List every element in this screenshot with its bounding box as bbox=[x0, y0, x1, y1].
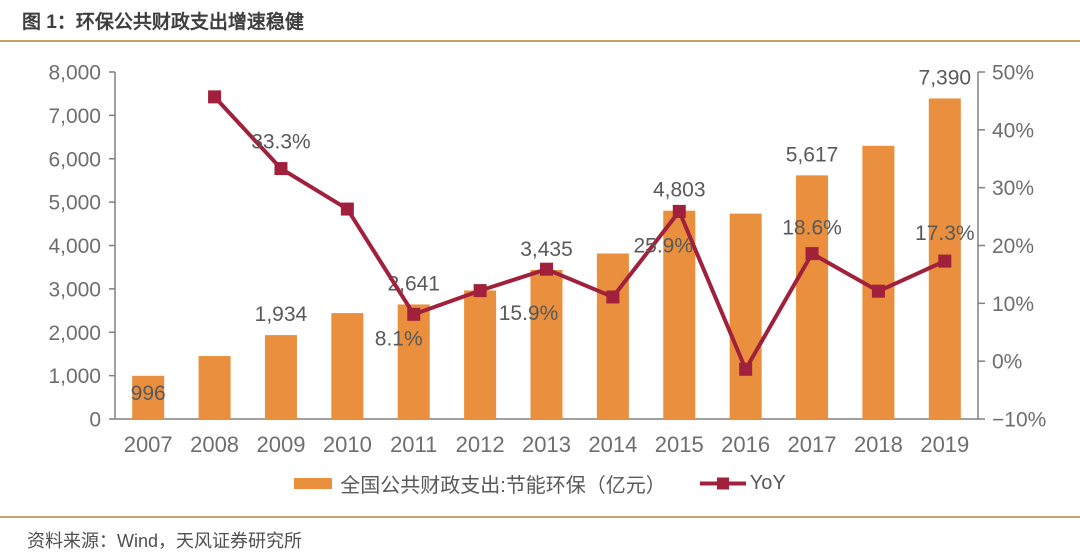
bar-value-label: 1,934 bbox=[255, 303, 308, 326]
yoy-line bbox=[213, 95, 946, 374]
left-axis-tick-label: 4,000 bbox=[48, 235, 101, 258]
bar-2010 bbox=[331, 313, 364, 419]
left-axis-tick-label: 5,000 bbox=[48, 192, 101, 215]
yoy-point-marker bbox=[473, 284, 487, 298]
bar-2018 bbox=[862, 145, 895, 419]
left-axis-tick-label: 0 bbox=[89, 409, 101, 432]
left-axis-tick-label: 8,000 bbox=[48, 62, 101, 85]
x-axis-year-label: 2010 bbox=[323, 432, 372, 457]
yoy-value-label: 25.9% bbox=[633, 234, 693, 257]
bar-2007 bbox=[132, 375, 165, 419]
bar-value-label: 4,803 bbox=[653, 179, 706, 202]
yoy-point-marker bbox=[274, 162, 288, 176]
yoy-value-label: 18.6% bbox=[782, 217, 842, 240]
yoy-point-marker bbox=[208, 90, 222, 104]
legend-bar-label: 全国公共财政支出:节能环保（亿元） bbox=[340, 474, 666, 497]
bar-2016 bbox=[729, 213, 762, 419]
figure-title: 图 1：环保公共财政支出增速稳健 bbox=[22, 12, 304, 33]
x-axis-year-label: 2011 bbox=[390, 432, 437, 457]
yoy-point-marker bbox=[938, 254, 952, 268]
footer-divider-rule bbox=[0, 516, 1080, 518]
x-axis-year-label: 2015 bbox=[655, 432, 704, 457]
left-axis-tick-label: 2,000 bbox=[48, 322, 101, 345]
yoy-value-label: 33.3% bbox=[251, 131, 311, 154]
x-axis-year-label: 2007 bbox=[124, 432, 173, 457]
right-axis-tick-label: 40% bbox=[992, 119, 1034, 142]
bar-value-label: 5,617 bbox=[786, 143, 839, 166]
x-axis-year-label: 2016 bbox=[721, 432, 770, 457]
chart-legend: 全国公共财政支出:节能环保（亿元） YoY bbox=[0, 469, 1080, 498]
right-axis-tick-label: 50% bbox=[992, 62, 1034, 85]
bar-value-label: 3,435 bbox=[520, 238, 573, 261]
source-attribution: 资料来源：Wind，天风证券研究所 bbox=[27, 531, 303, 551]
yoy-value-label: 15.9% bbox=[499, 302, 559, 325]
yoy-point-marker bbox=[672, 204, 686, 218]
yoy-value-label: 8.1% bbox=[375, 327, 423, 350]
bar-series-swatch-icon bbox=[294, 477, 333, 489]
bar-2014 bbox=[596, 253, 629, 419]
x-axis-year-label: 2018 bbox=[854, 432, 903, 457]
x-axis-year-label: 2014 bbox=[588, 432, 637, 457]
right-axis-tick-label: 30% bbox=[992, 177, 1034, 200]
x-axis-year-label: 2009 bbox=[256, 432, 305, 457]
bar-2008 bbox=[198, 356, 231, 419]
left-axis-tick-label: 6,000 bbox=[48, 148, 101, 171]
x-axis-year-label: 2019 bbox=[920, 432, 969, 457]
bar-value-label: 2,641 bbox=[387, 272, 440, 295]
yoy-value-label: 17.3% bbox=[915, 222, 975, 245]
right-axis-tick-label: 0% bbox=[992, 351, 1022, 374]
right-axis-tick-label: 10% bbox=[992, 293, 1034, 316]
bar-2012 bbox=[464, 290, 497, 419]
bar-value-label: 996 bbox=[131, 382, 166, 405]
bar-2017 bbox=[796, 175, 829, 419]
legend-item-bar-series: 全国公共财政支出:节能环保（亿元） bbox=[294, 469, 666, 498]
yoy-point-marker bbox=[739, 362, 753, 376]
legend-item-line-series: YoY bbox=[699, 471, 786, 495]
right-axis-tick-label: −10% bbox=[992, 409, 1046, 432]
x-axis-year-label: 2013 bbox=[522, 432, 571, 457]
yoy-point-marker bbox=[606, 290, 620, 304]
yoy-point-marker bbox=[407, 307, 421, 321]
legend-line-label: YoY bbox=[749, 471, 786, 494]
bar-value-label: 7,390 bbox=[919, 66, 972, 89]
right-axis-tick-label: 20% bbox=[992, 235, 1034, 258]
line-series-swatch-icon bbox=[699, 477, 746, 489]
left-axis-tick-label: 1,000 bbox=[48, 365, 101, 388]
x-axis-year-label: 2008 bbox=[190, 432, 239, 457]
bar-2015 bbox=[663, 210, 696, 419]
left-axis-tick-label: 7,000 bbox=[48, 105, 101, 128]
x-axis-year-label: 2012 bbox=[456, 432, 505, 457]
yoy-point-marker bbox=[540, 262, 553, 276]
x-axis-year-label: 2017 bbox=[788, 432, 837, 457]
title-divider-rule bbox=[0, 40, 1080, 42]
bar-2013 bbox=[530, 270, 563, 419]
bar-2009 bbox=[264, 335, 297, 419]
yoy-point-marker bbox=[871, 284, 885, 298]
left-axis-tick-label: 3,000 bbox=[48, 278, 101, 301]
yoy-point-marker bbox=[340, 202, 354, 216]
combo-chart-canvas: 0 1,000 2,000 3,000 4,000 5,000 6,000 7,000 8,00… bbox=[48, 62, 1046, 458]
bar-2011 bbox=[397, 304, 430, 419]
legend-line-marker bbox=[716, 477, 729, 489]
yoy-point-marker bbox=[805, 247, 819, 261]
